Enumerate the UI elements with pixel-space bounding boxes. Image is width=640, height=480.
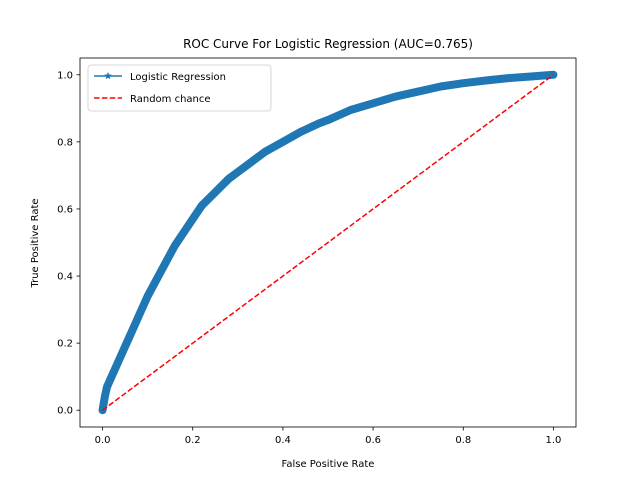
chart-title: ROC Curve For Logistic Regression (AUC=0…: [183, 37, 473, 51]
data-point-marker: [414, 88, 422, 96]
plot-frame: [79, 57, 577, 428]
y-tick-label: 0.8: [57, 137, 73, 148]
legend-star-marker: [104, 72, 112, 80]
legend-box: [87, 64, 272, 112]
series-line-random-chance: [102, 74, 554, 411]
data-point-marker: [347, 106, 355, 114]
data-point-marker: [112, 363, 120, 371]
data-point-marker: [527, 72, 535, 80]
data-point-marker: [297, 128, 305, 136]
y-tick-label: 0.6: [57, 204, 73, 215]
x-tick-label: 0.8: [455, 435, 471, 446]
data-point-marker: [369, 99, 377, 107]
data-point-marker: [108, 373, 116, 381]
x-tick-label: 1.0: [546, 435, 562, 446]
data-point-marker: [121, 342, 129, 350]
y-tick-label: 0.0: [57, 406, 73, 417]
data-point-marker: [153, 275, 161, 283]
data-point-marker: [180, 228, 188, 236]
x-axis-label: False Positive Rate: [282, 459, 375, 470]
y-tick-label: 1.0: [57, 70, 73, 81]
data-point-marker: [117, 353, 125, 361]
data-point-marker: [162, 259, 170, 267]
y-tick-label: 0.4: [57, 272, 73, 283]
data-point-marker: [211, 188, 219, 196]
data-point-marker: [459, 79, 467, 87]
data-point-marker: [135, 312, 143, 320]
axes: 0.0 0.2 0.4 0.6 0.8 1.0 0.0 0.2 0.4 0.6 0.8 1.0: [57, 57, 577, 446]
data-point-marker: [225, 175, 233, 183]
data-point-marker: [247, 158, 255, 166]
x-tick-label: 0.0: [95, 435, 111, 446]
x-tick-label: 0.2: [185, 435, 201, 446]
data-point-marker: [103, 383, 111, 391]
plot-area: [98, 70, 558, 415]
legend-label-logistic-regression: Logistic Regression: [130, 72, 226, 83]
data-point-marker: [144, 292, 152, 300]
data-point-marker: [324, 116, 332, 124]
data-point-marker: [171, 242, 179, 250]
legend: Logistic Regression Random chance: [87, 64, 272, 112]
y-axis-label: True Positive Rate: [30, 198, 41, 288]
data-point-marker: [101, 393, 109, 401]
x-tick-label: 0.4: [275, 435, 291, 446]
data-point-marker: [504, 74, 512, 82]
y-tick-label: 0.2: [57, 339, 73, 350]
data-point-marker: [126, 332, 134, 340]
data-point-marker: [198, 202, 206, 210]
data-point-marker: [315, 119, 323, 127]
x-tick-label: 0.6: [365, 435, 381, 446]
data-point-marker: [482, 76, 490, 84]
data-point-marker: [189, 215, 197, 223]
data-point-marker: [437, 83, 445, 91]
legend-label-random-chance: Random chance: [130, 94, 211, 105]
data-point-marker: [279, 138, 287, 146]
data-point-marker: [261, 148, 269, 156]
data-point-marker: [392, 93, 400, 101]
data-point-marker: [234, 168, 242, 176]
